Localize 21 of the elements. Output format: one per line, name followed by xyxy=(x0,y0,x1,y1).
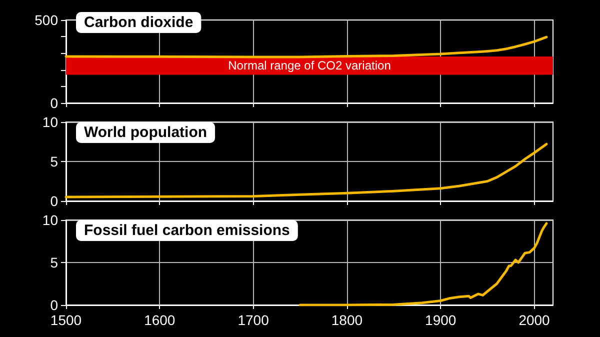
chart-title: Fossil fuel carbon emissions xyxy=(84,222,290,239)
x-tick-label: 1600 xyxy=(144,312,176,328)
chart-title: World population xyxy=(84,124,208,141)
y-tick-label: 0 xyxy=(50,193,58,209)
band-label: Normal range of CO2 variation xyxy=(228,58,391,73)
y-tick-label: 0 xyxy=(50,297,58,313)
line-series xyxy=(64,142,548,198)
x-tick-label: 1700 xyxy=(238,312,270,328)
y-tick-label: 5 xyxy=(50,254,58,270)
y-tick-label: 5 xyxy=(50,154,58,170)
y-tick-label: 0 xyxy=(50,95,58,111)
y-tick-label: 500 xyxy=(34,12,58,28)
y-tick-label: 10 xyxy=(42,212,58,228)
x-tick-label: 1500 xyxy=(50,312,82,328)
line-series xyxy=(298,222,548,306)
line-series xyxy=(64,36,548,58)
x-tick-label: 2000 xyxy=(518,312,550,328)
x-tick-label: 1800 xyxy=(331,312,363,328)
y-tick-label: 10 xyxy=(42,114,58,130)
x-tick-label: 1900 xyxy=(425,312,456,328)
chart-title: Carbon dioxide xyxy=(84,14,194,31)
